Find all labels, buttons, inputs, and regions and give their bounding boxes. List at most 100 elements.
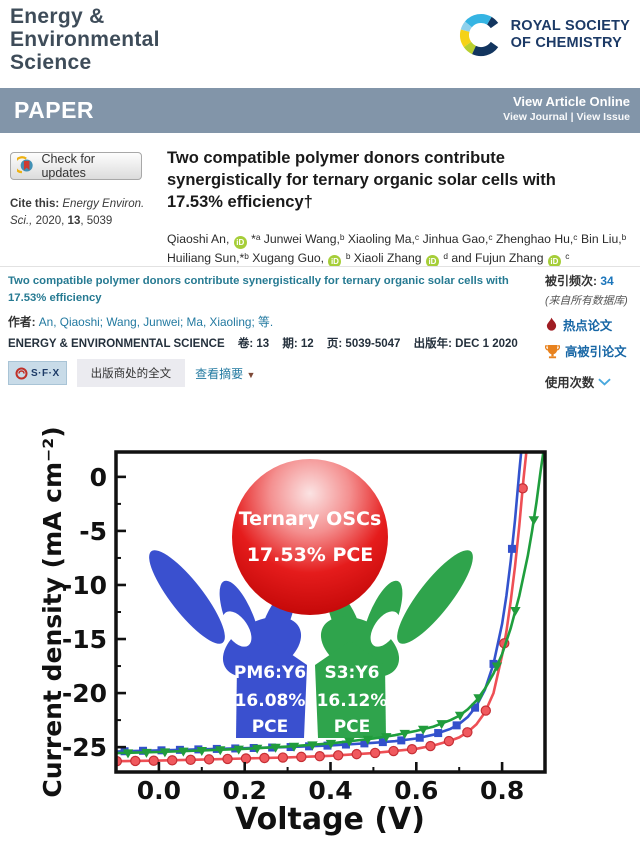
wos-issue: 12 — [300, 338, 314, 350]
journal-title-line2: Environmental — [10, 28, 160, 52]
author-list: Qiaoshi An, iD *ᵃ Junwei Wang,ᵇ Xiaoling… — [167, 230, 639, 268]
view-article-online-link[interactable]: View Article Online — [512, 94, 630, 109]
left-hand-label: PM6:Y6 — [234, 663, 306, 683]
view-abstract-label: 查看摘要 — [195, 366, 244, 381]
svg-text:0.6: 0.6 — [394, 776, 438, 805]
wos-vol-label: 卷: — [237, 338, 257, 350]
y-axis-label: Current density (mA cm⁻²) — [40, 426, 67, 797]
right-hand-gap — [370, 611, 400, 647]
orcid-icon[interactable]: iD — [328, 255, 342, 268]
svg-text:0.0: 0.0 — [137, 776, 181, 805]
journal-title-line1: Energy & — [10, 5, 105, 28]
trophy-icon — [545, 344, 560, 358]
svg-text:0.4: 0.4 — [308, 776, 352, 805]
svg-text:-5: -5 — [79, 517, 107, 546]
author-names-text: ᶜ — [561, 251, 570, 265]
chevron-down-icon — [598, 378, 611, 386]
svg-text:-15: -15 — [62, 625, 107, 654]
cite-pages: , 5039 — [80, 215, 113, 228]
hot-paper-label: 热点论文 — [563, 319, 613, 333]
graphical-abstract: Ternary OSCs 17.53% PCE PM6:Y6 16.08% PC… — [38, 425, 640, 851]
cited-scope: (来自所有数据库) — [545, 295, 628, 307]
chart-ticks: 0.0 0.2 0.4 0.6 0.8 0 -5 -10 -15 -20 -25 — [62, 463, 546, 805]
cited-count-link[interactable]: 34 — [600, 274, 614, 288]
orcid-icon[interactable]: iD — [425, 255, 439, 268]
right-hand-label: S3:Y6 — [324, 663, 379, 683]
author-names-text: Qiaoshi An, — [167, 232, 233, 246]
wos-issue-label: 期: — [282, 338, 301, 350]
left-hand-pce2: PCE — [252, 717, 289, 737]
left-hand-pce: 16.08% — [235, 691, 306, 711]
right-hand-pce: 16.12% — [317, 691, 388, 711]
svg-text:-10: -10 — [62, 571, 107, 600]
sfx-link[interactable]: S·F·X — [8, 361, 67, 385]
article-title: Two compatible polymer donors contribute… — [167, 149, 556, 211]
wos-record: Two compatible polymer donors contribute… — [0, 266, 640, 399]
wos-title-link[interactable]: Two compatible polymer donors contribute… — [8, 275, 509, 304]
ball-pce: 17.53% PCE — [247, 544, 374, 566]
rsc-line2: OF CHEMISTRY — [510, 35, 622, 51]
cited-count-line: 被引频次: 34 — [545, 272, 640, 289]
wos-pages: 5039-5047 — [345, 338, 401, 350]
author-names-text: *ᵃ Junwei Wang,ᵇ Xiaoling Ma,ᶜ Jinhua Ga… — [167, 232, 627, 265]
highly-cited-label: 高被引论文 — [565, 345, 627, 359]
sfx-label: S·F·X — [31, 367, 60, 379]
journal-masthead: Energy & Environmental Science — [10, 5, 160, 74]
wos-authors-links[interactable]: An, Qiaoshi; Wang, Junwei; Ma, Xiaoling;… — [35, 315, 274, 329]
jv-chart: Ternary OSCs 17.53% PCE PM6:Y6 16.08% PC… — [38, 426, 547, 837]
plot-frame — [114, 450, 547, 774]
cite-journal: Energy Environ. Sci., — [10, 198, 145, 228]
orcid-icon[interactable]: iD — [547, 255, 561, 268]
svg-text:0.8: 0.8 — [480, 776, 524, 805]
svg-text:0.2: 0.2 — [223, 776, 267, 805]
rsc-line1: ROYAL SOCIETY — [510, 18, 630, 35]
wos-date: DEC 1 2020 — [455, 338, 518, 350]
sfx-icon — [15, 367, 28, 379]
abstract-caret-icon: ▼ — [246, 369, 256, 380]
usage-label: 使用次数 — [545, 376, 595, 390]
wos-actions-row: S·F·X 出版商处的全文 查看摘要 ▼ — [8, 359, 255, 387]
wos-source-line: ENERGY & ENVIRONMENTAL SCIENCE 卷: 13 期: … — [8, 335, 518, 351]
cited-label: 被引频次: — [545, 274, 601, 288]
check-for-updates-button[interactable]: Check for updates — [10, 152, 142, 180]
cite-volume: 13 — [67, 215, 81, 228]
publisher-fulltext-button[interactable]: 出版商处的全文 — [76, 359, 186, 387]
wos-authors-line: 作者: An, Qiaoshi; Wang, Junwei; Ma, Xiaol… — [8, 313, 273, 330]
author-names-text: ᵇ Xiaoli Zhang — [342, 251, 425, 265]
cite-prefix: Cite this: — [10, 198, 63, 210]
author-names-text: ᵈ and Fujun Zhang — [439, 251, 547, 265]
rsc-ring-icon — [459, 14, 498, 57]
article-type-label: PAPER — [14, 97, 95, 123]
cite-year: 2020, — [32, 215, 68, 228]
svg-text:0: 0 — [90, 463, 107, 492]
wos-vol: 13 — [256, 338, 270, 350]
journal-title-line3: Science — [10, 51, 92, 75]
left-hand-gap — [222, 611, 252, 647]
x-axis-label: Voltage (V) — [235, 802, 425, 837]
right-hand-pce2: PCE — [334, 717, 371, 737]
svg-text:-25: -25 — [62, 733, 107, 762]
wos-authors-label: 作者: — [8, 315, 36, 329]
svg-text:-20: -20 — [62, 679, 107, 708]
orcid-icon[interactable]: iD — [233, 236, 247, 249]
view-abstract-toggle[interactable]: 查看摘要 ▼ — [195, 365, 255, 382]
view-journal-issue-links[interactable]: View Journal | View Issue — [503, 111, 630, 123]
hot-paper-badge[interactable]: 热点论文 — [545, 316, 640, 334]
wos-date-label: 出版年: — [413, 338, 456, 350]
rsc-wordmark: ROYAL SOCIETY OF CHEMISTRY — [511, 18, 630, 51]
ternary-ball — [232, 459, 388, 615]
check-for-updates-label: Check for updates — [41, 152, 95, 180]
ball-title: Ternary OSCs — [239, 508, 382, 530]
crossmark-icon — [17, 156, 33, 174]
wos-pages-label: 页: — [326, 338, 346, 350]
flame-icon — [546, 317, 557, 331]
rsc-logo: ROYAL SOCIETY OF CHEMISTRY — [458, 12, 630, 58]
highly-cited-badge[interactable]: 高被引论文 — [545, 342, 640, 360]
cite-this-block: Cite this: Energy Environ. Sci., 2020, 1… — [10, 196, 162, 231]
wos-citation-panel: 被引频次: 34 (来自所有数据库) 热点论文 高被引论文 使用次数 — [545, 272, 640, 391]
usage-count-toggle[interactable]: 使用次数 — [545, 373, 640, 391]
wos-journal-name: ENERGY & ENVIRONMENTAL SCIENCE — [8, 338, 225, 350]
chart-series — [116, 452, 545, 767]
paper-banner: PAPER View Article Online View Journal |… — [0, 88, 640, 133]
